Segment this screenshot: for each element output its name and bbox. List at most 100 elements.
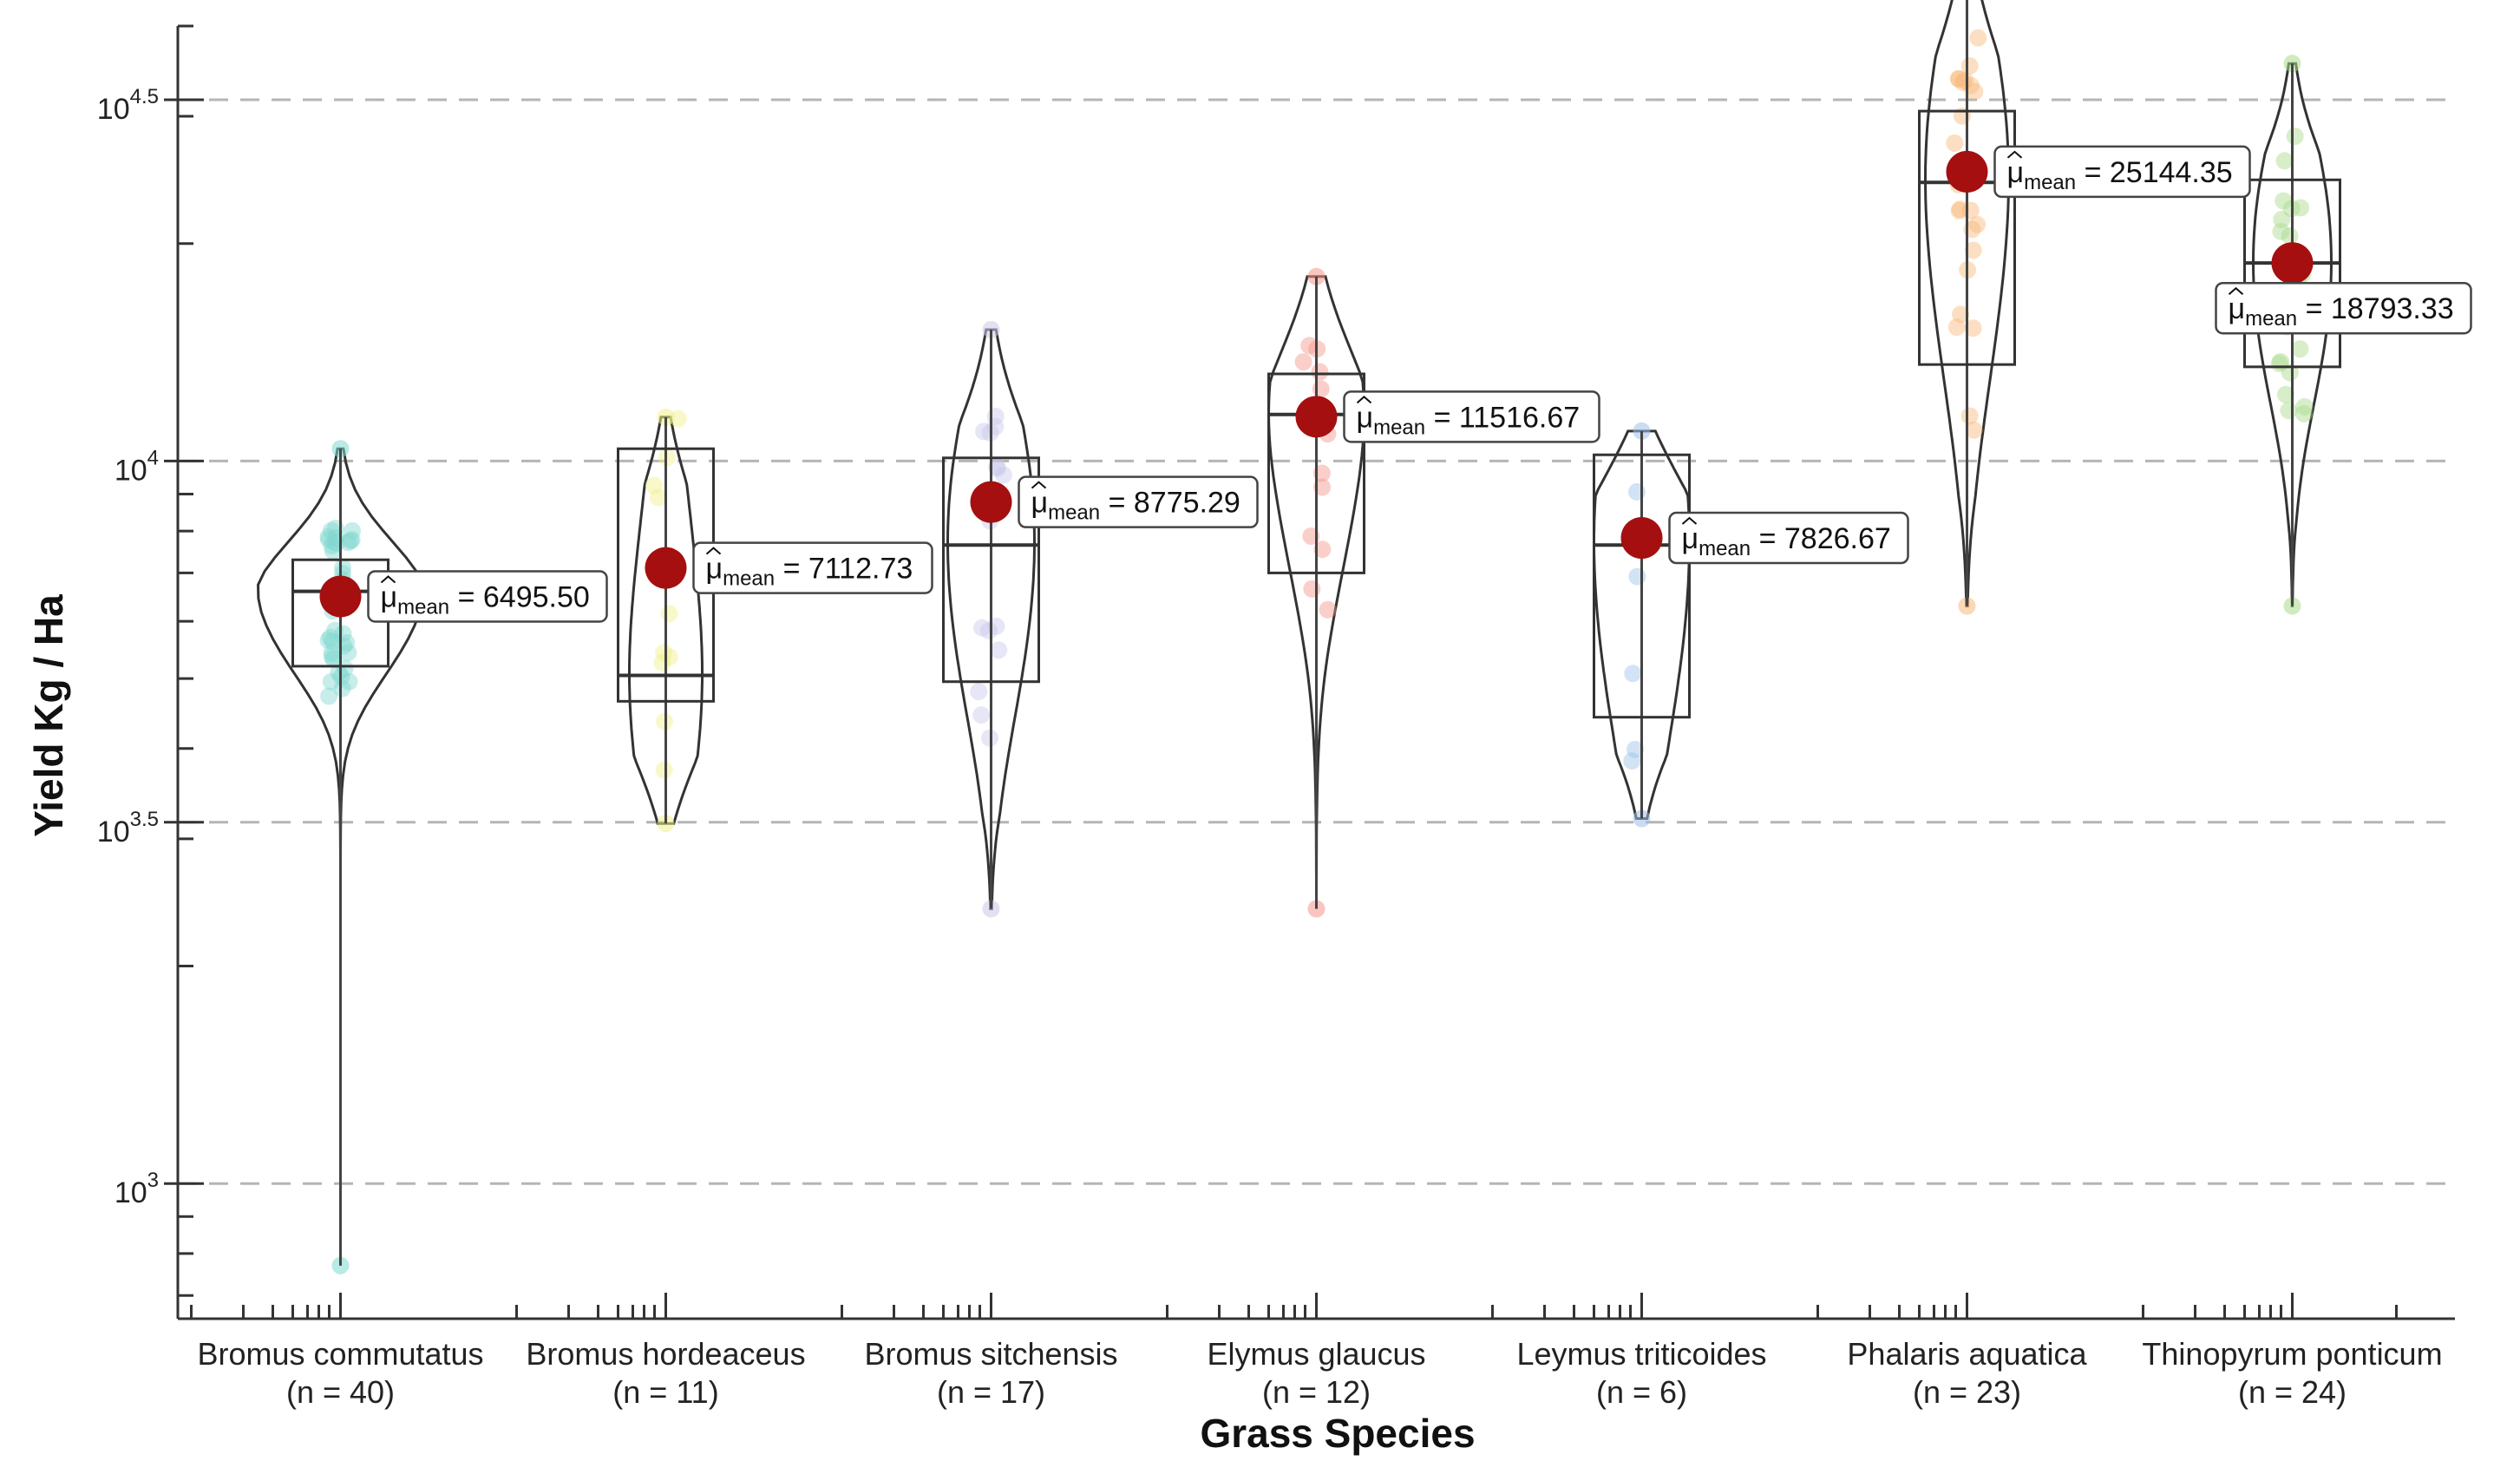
- data-point: [975, 423, 993, 441]
- mean-point: [1946, 150, 1988, 193]
- mean-label-box: [1343, 390, 1600, 443]
- data-point: [2275, 152, 2294, 170]
- mean-label: μmean = 25144.35: [2007, 156, 2233, 194]
- mean-label-box: [1993, 145, 2251, 199]
- mean-point: [2271, 242, 2314, 285]
- data-point: [324, 533, 343, 551]
- data-point: [320, 687, 338, 705]
- mean-point: [1620, 517, 1663, 560]
- box: [942, 456, 1040, 684]
- mean-point: [319, 575, 362, 618]
- mean-label: μmean = 6495.50: [381, 580, 590, 619]
- data-point: [2281, 364, 2299, 382]
- data-point: [339, 644, 357, 662]
- data-point: [1964, 241, 1982, 259]
- x-tick-label: Bromus hordeaceus: [526, 1336, 805, 1372]
- data-point: [2286, 128, 2304, 146]
- mean-point: [645, 547, 687, 589]
- data-point: [1949, 69, 1967, 88]
- y-axis-title: Yield Kg / Ha: [26, 594, 71, 837]
- data-point: [339, 534, 357, 552]
- data-point: [320, 530, 338, 548]
- data-point: [655, 644, 673, 662]
- data-point: [323, 648, 341, 666]
- x-tick-count: (n = 23): [1913, 1374, 2021, 1410]
- data-point: [2280, 402, 2298, 420]
- data-point: [340, 672, 358, 691]
- x-tick-count: (n = 17): [937, 1374, 1045, 1410]
- x-tick-label: Elymus glaucus: [1207, 1336, 1425, 1372]
- mean-hat-icon: [2006, 150, 2023, 159]
- data-point: [990, 641, 1008, 659]
- data-point: [2273, 211, 2291, 229]
- data-point: [1313, 478, 1332, 496]
- data-point: [1960, 407, 1979, 425]
- data-point: [1303, 580, 1321, 598]
- data-point: [2295, 404, 2314, 423]
- x-tick-count: (n = 6): [1596, 1374, 1687, 1410]
- data-point: [1964, 319, 1982, 337]
- data-point: [1319, 600, 1337, 619]
- mean-hat-icon: [1681, 516, 1698, 525]
- data-point: [660, 605, 678, 623]
- data-point: [994, 466, 1012, 484]
- box: [1267, 372, 1365, 574]
- data-point: [1949, 69, 1967, 88]
- data-point: [2276, 385, 2294, 403]
- data-point: [330, 664, 348, 682]
- boxplots: [291, 0, 2341, 1266]
- data-point: [2292, 199, 2310, 217]
- mean-point: [1295, 396, 1338, 438]
- data-point: [1313, 540, 1332, 559]
- mean-hat-icon: [705, 547, 722, 555]
- mean-label: μmean = 11516.67: [1357, 401, 1581, 439]
- data-point: [1300, 337, 1319, 355]
- box: [1918, 109, 2016, 366]
- y-tick-label: 103: [115, 1169, 159, 1209]
- violin: [1923, 0, 2011, 607]
- mean-label: μmean = 7112.73: [706, 553, 913, 591]
- data-point: [655, 761, 673, 779]
- data-point: [980, 621, 998, 639]
- mean-label-box: [2215, 281, 2472, 335]
- x-tick-count: (n = 24): [2238, 1374, 2347, 1410]
- x-tick-label: Bromus commutatus: [197, 1336, 483, 1372]
- data-point: [1966, 82, 1984, 101]
- mean-hat-icon: [1031, 481, 1047, 489]
- mean-hat-icon: [380, 575, 396, 584]
- data-point: [972, 706, 991, 724]
- data-point: [337, 633, 356, 652]
- data-point: [2281, 226, 2299, 245]
- data-point: [324, 632, 342, 651]
- mean-markers: [319, 150, 2314, 618]
- mean-label-box: [692, 541, 933, 594]
- mean-label-box: [1668, 511, 1909, 565]
- mean-label: μmean = 18793.33: [2229, 292, 2454, 331]
- box: [2243, 178, 2341, 369]
- x-tick-label: Bromus sitchensis: [864, 1336, 1117, 1372]
- data-point: [649, 488, 667, 507]
- data-point: [321, 628, 339, 646]
- data-point: [655, 712, 673, 730]
- mean-point: [970, 481, 1012, 523]
- data-point: [1623, 752, 1641, 770]
- data-point: [2295, 397, 2314, 416]
- data-point: [1311, 363, 1329, 381]
- data-point: [1624, 665, 1642, 683]
- x-tick-label: Leymus triticoides: [1516, 1336, 1766, 1372]
- axes: 103 103.5 104 104.5 Bromus commutatus(n = 40…: [97, 24, 2455, 1410]
- data-point: [1947, 318, 1966, 337]
- data-point: [324, 542, 342, 560]
- mean-label: μmean = 7826.67: [1682, 522, 1891, 560]
- data-point: [323, 644, 341, 662]
- x-tick-count: (n = 11): [612, 1374, 718, 1410]
- data-point: [322, 521, 340, 540]
- data-point: [645, 476, 663, 495]
- data-point: [323, 537, 341, 555]
- data-point: [2275, 192, 2293, 210]
- data-point: [1951, 200, 1969, 219]
- data-point: [334, 625, 352, 643]
- data-point: [319, 527, 337, 546]
- data-point: [333, 679, 351, 698]
